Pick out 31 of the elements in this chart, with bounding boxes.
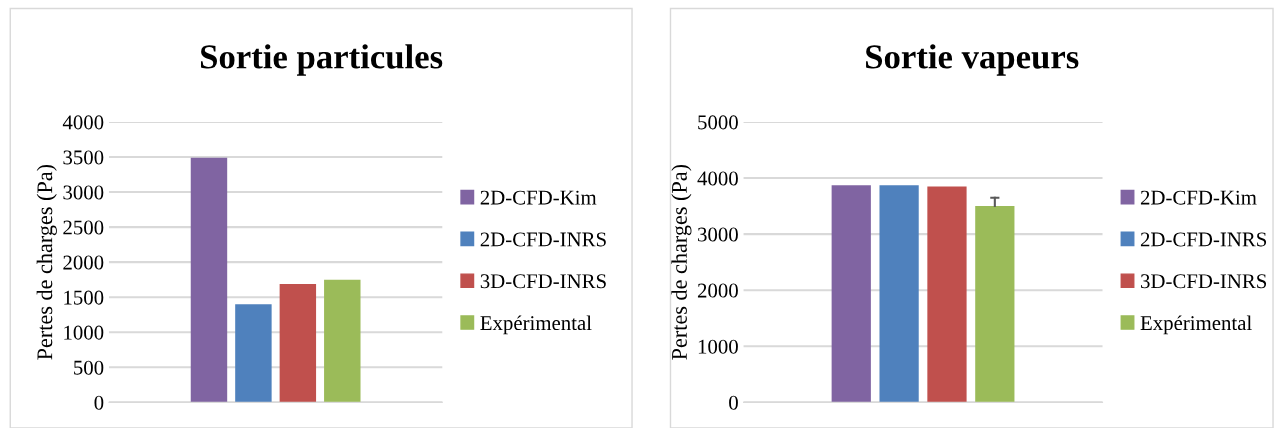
y-axis-title: Pertes de charges (Pa)	[671, 164, 692, 360]
y-tick-label: 4000	[62, 115, 104, 130]
y-tick-label: 3000	[63, 185, 104, 200]
legend-label: Expérimental	[480, 315, 592, 335]
legend-label: 2D-CFD-INRS	[480, 232, 606, 247]
bar	[235, 304, 272, 403]
y-tick-label: 500	[74, 360, 104, 375]
y-tick-label: 1000	[698, 339, 738, 354]
y-tick-label: 0	[729, 395, 738, 410]
y-tick-label: 4000	[697, 171, 738, 186]
legend-label: 2D-CFD-Kim	[1140, 190, 1257, 205]
bar	[279, 283, 317, 403]
legend-label: 2D-CFD-INRS	[1140, 232, 1267, 247]
legend-label: 2D-CFD-Kim	[480, 190, 597, 205]
y-tick-label: 3000	[698, 227, 738, 242]
y-tick-label: 3500	[63, 150, 104, 165]
y-tick-label: 2500	[63, 220, 104, 235]
y-tick-label: 2000	[63, 255, 104, 270]
y-tick-label: 5000	[698, 115, 738, 130]
bar	[190, 157, 228, 403]
y-tick-label: 1500	[64, 290, 104, 305]
legend-label: 3D-CFD-INRS	[1141, 274, 1267, 289]
y-axis-title: Pertes de charges (Pa)	[36, 164, 57, 360]
y-tick-label: 1000	[64, 325, 104, 340]
chart-title: Sortie particules	[201, 44, 443, 76]
legend-label: 3D-CFD-INRS	[480, 274, 606, 289]
chart-title: Sortie vapeurs	[866, 44, 1079, 76]
legend-label: Expérimental	[1140, 315, 1252, 335]
bar	[324, 279, 361, 403]
y-tick-label: 0	[94, 395, 104, 410]
y-tick-label: 2000	[697, 283, 738, 298]
